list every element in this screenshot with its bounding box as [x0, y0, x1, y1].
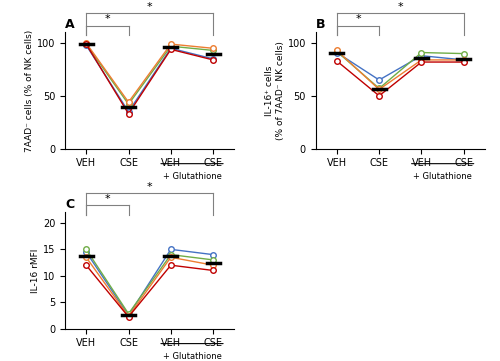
Text: *: * [104, 14, 110, 24]
Text: *: * [104, 194, 110, 204]
Text: *: * [147, 182, 152, 192]
Text: + Glutathione: + Glutathione [162, 352, 222, 361]
Text: A: A [65, 18, 74, 31]
Text: *: * [355, 14, 361, 24]
Y-axis label: 7AAD⁻ cells (% of NK cells): 7AAD⁻ cells (% of NK cells) [25, 29, 34, 152]
Text: *: * [398, 1, 403, 12]
Y-axis label: IL-16 rMFI: IL-16 rMFI [31, 248, 40, 293]
Text: *: * [147, 1, 152, 12]
Y-axis label: IL-16⁺ cells
(% of 7AAD⁻ NK cells): IL-16⁺ cells (% of 7AAD⁻ NK cells) [266, 41, 285, 140]
Text: C: C [65, 198, 74, 211]
Text: + Glutathione: + Glutathione [413, 172, 472, 181]
Text: + Glutathione: + Glutathione [162, 172, 222, 181]
Text: B: B [316, 18, 325, 31]
